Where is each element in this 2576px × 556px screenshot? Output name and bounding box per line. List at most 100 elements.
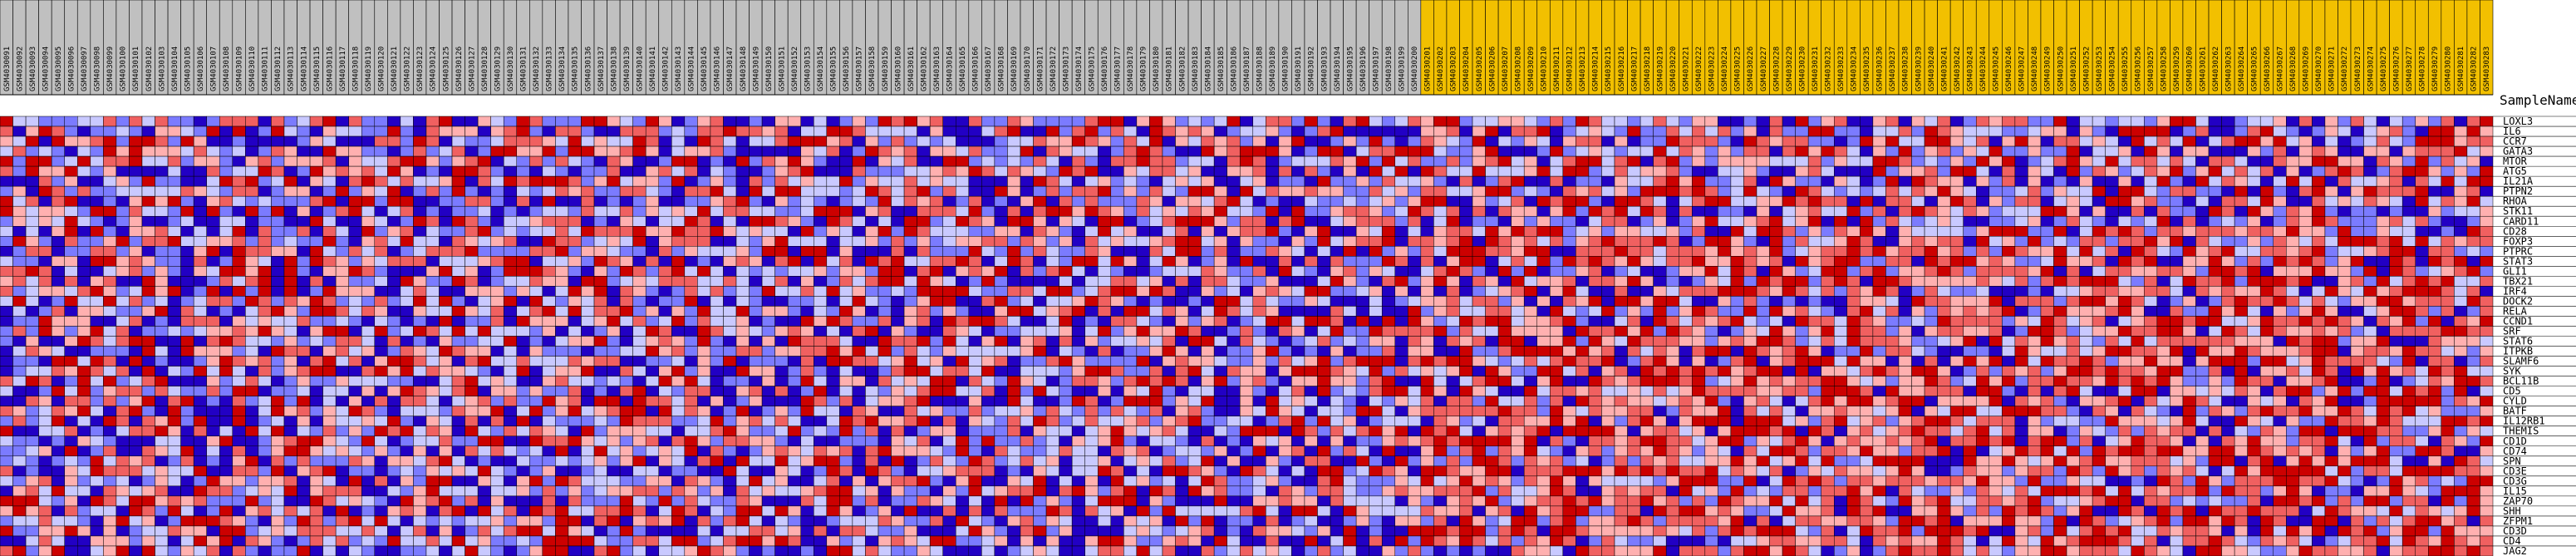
heatmap-cell: [2208, 155, 2222, 167]
heatmap-cell: [2441, 256, 2455, 267]
heatmap-cell: [193, 336, 207, 347]
heatmap-cell: [1239, 346, 1254, 357]
heatmap-cell: [2312, 165, 2326, 177]
heatmap-cell: [555, 306, 569, 317]
heatmap-cell: [258, 226, 272, 237]
heatmap-cell: [1433, 266, 1448, 277]
heatmap-cell: [1821, 256, 1835, 267]
heatmap-cell: [852, 286, 866, 297]
heatmap-cell: [1718, 155, 1732, 167]
heatmap-cell: [2131, 346, 2145, 357]
heatmap-cell: [2053, 226, 2067, 237]
heatmap-cell: [1588, 185, 1602, 197]
heatmap-cell: [1718, 185, 1732, 197]
heatmap-cell: [2298, 145, 2313, 157]
heatmap-cell: [1511, 215, 1525, 227]
heatmap-cell: [2028, 346, 2042, 357]
heatmap-cell: [968, 145, 982, 157]
heatmap-cell: [1394, 116, 1408, 127]
heatmap-cell: [981, 346, 995, 357]
heatmap-cell: [425, 155, 440, 167]
heatmap-cell: [1304, 195, 1318, 207]
heatmap-cell: [1679, 226, 1693, 237]
heatmap-cell: [1692, 276, 1706, 287]
sample-label: GSM4030135: [572, 47, 580, 91]
heatmap-cell: [697, 226, 711, 237]
heatmap-cell: [258, 165, 272, 177]
heatmap-cell: [1743, 215, 1757, 227]
heatmap-cell: [1149, 316, 1163, 327]
heatmap-cell: [1924, 145, 1938, 157]
heatmap-cell: [387, 165, 401, 177]
heatmap-cell: [1291, 155, 1305, 167]
heatmap-cell: [2079, 346, 2093, 357]
heatmap-cell: [2234, 306, 2248, 317]
heatmap-cell: [2144, 246, 2158, 257]
heatmap-cell: [374, 145, 388, 157]
heatmap-cell: [1304, 336, 1318, 347]
heatmap-cell: [1639, 266, 1654, 277]
heatmap-cell: [193, 226, 207, 237]
heatmap-cell: [193, 316, 207, 327]
heatmap-cell: [0, 236, 13, 247]
heatmap-cell: [2002, 116, 2016, 127]
heatmap-cell: [2092, 246, 2106, 257]
heatmap-cell: [671, 116, 686, 127]
heatmap-cell: [1459, 145, 1473, 157]
heatmap-cell: [1860, 306, 1874, 317]
heatmap-cell: [1627, 125, 1641, 137]
heatmap-cell: [1266, 346, 1280, 357]
heatmap-cell: [1355, 116, 1369, 127]
heatmap-cell: [1149, 256, 1163, 267]
heatmap-cell: [271, 336, 285, 347]
heatmap-cell: [1795, 276, 1809, 287]
heatmap-cell: [1911, 306, 1925, 317]
heatmap-cell: [2170, 306, 2184, 317]
sample-label: GSM4030225: [1734, 47, 1743, 91]
heatmap-cell: [1136, 195, 1150, 207]
heatmap-cell: [1601, 276, 1615, 287]
heatmap-cell: [1020, 195, 1034, 207]
heatmap-cell: [645, 236, 659, 247]
heatmap-cell: [839, 316, 853, 327]
heatmap-cell: [167, 215, 181, 227]
heatmap-cell: [64, 316, 78, 327]
heatmap-cell: [1497, 326, 1512, 337]
heatmap-cell: [1588, 145, 1602, 157]
heatmap-cell: [2002, 246, 2016, 257]
heatmap-cell: [917, 246, 931, 257]
heatmap-cell: [1278, 306, 1292, 317]
heatmap-cell: [155, 175, 169, 187]
heatmap-cell: [1433, 346, 1448, 357]
sample-label: GSM4030217: [1630, 47, 1639, 91]
heatmap-cell: [2156, 195, 2170, 207]
heatmap-cell: [400, 215, 414, 227]
heatmap-cell: [2053, 256, 2067, 267]
heatmap-cell: [309, 306, 323, 317]
heatmap-cell: [271, 246, 285, 257]
heatmap-cell: [1123, 286, 1138, 297]
heatmap-cell: [581, 185, 595, 197]
heatmap-cell: [1782, 215, 1796, 227]
heatmap-cell: [1911, 316, 1925, 327]
heatmap-cell: [2014, 266, 2028, 277]
heatmap-cell: [1704, 145, 1718, 157]
heatmap-cell: [891, 125, 905, 137]
heatmap-cell: [839, 276, 853, 287]
sample-label: GSM4030210: [1541, 47, 1549, 91]
heatmap-cell: [77, 286, 91, 297]
heatmap-cell: [903, 316, 917, 327]
heatmap-cell: [1059, 116, 1073, 127]
heatmap-cell: [2286, 185, 2300, 197]
heatmap-cell: [1355, 135, 1369, 147]
heatmap-cell: [1059, 215, 1073, 227]
heatmap-cell: [1756, 306, 1770, 317]
heatmap-cell: [593, 236, 607, 247]
heatmap-cell: [1924, 246, 1938, 257]
heatmap-cell: [723, 236, 737, 247]
heatmap-cell: [787, 125, 801, 137]
heatmap-cell: [2182, 175, 2196, 187]
heatmap-cell: [141, 276, 155, 287]
heatmap-cell: [658, 215, 672, 227]
sample-label: GSM4030222: [1695, 47, 1703, 91]
